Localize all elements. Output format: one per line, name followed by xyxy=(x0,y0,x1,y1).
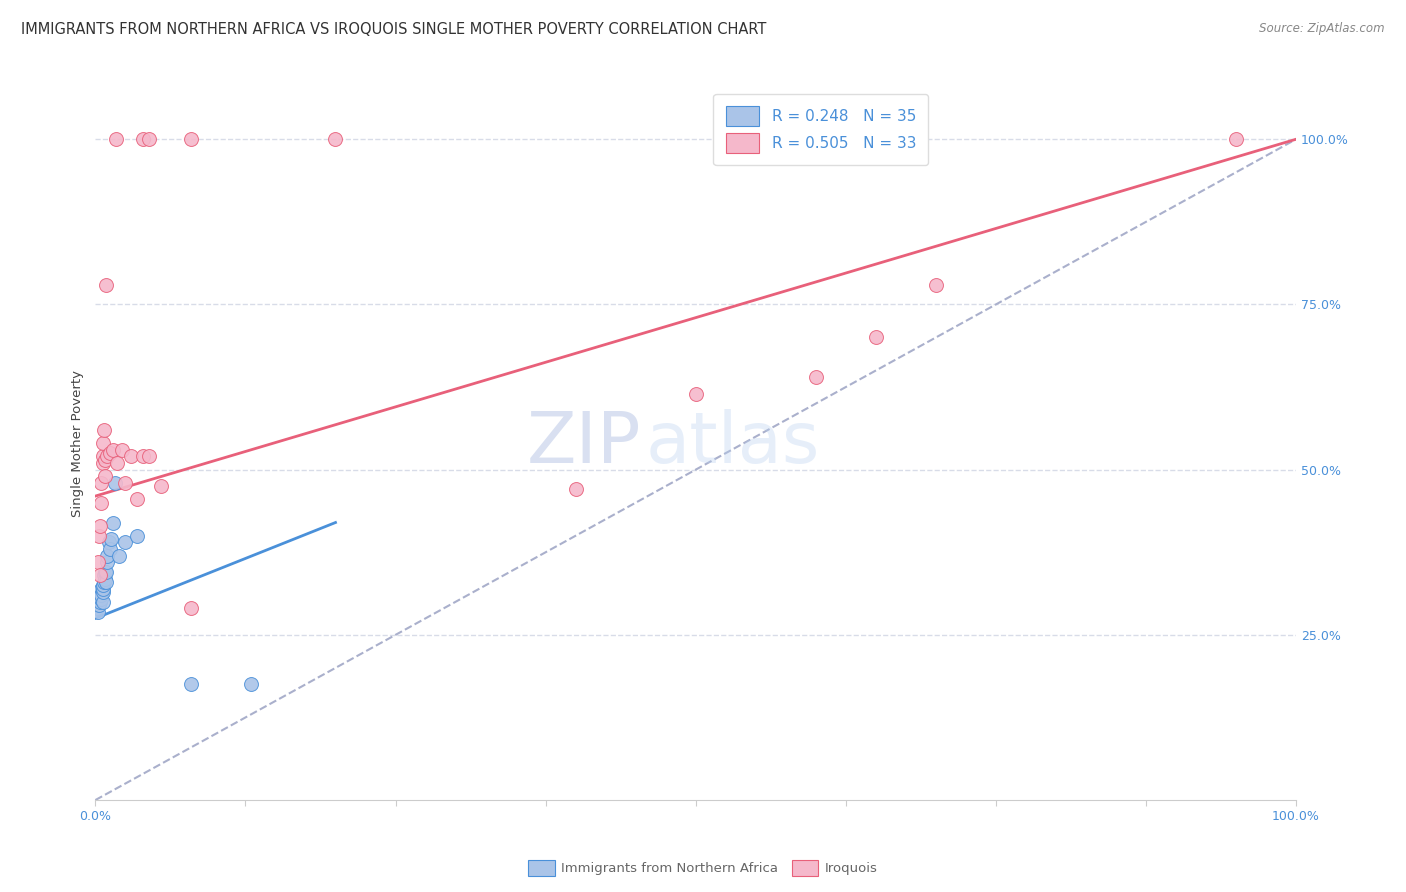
Point xyxy=(564,483,586,497)
Point xyxy=(138,132,160,146)
Point xyxy=(90,475,112,490)
Point xyxy=(111,442,134,457)
Legend: Immigrants from Northern Africa, Iroquois: Immigrants from Northern Africa, Iroquoi… xyxy=(523,855,883,881)
Point xyxy=(91,456,114,470)
Point xyxy=(89,588,111,602)
Point xyxy=(114,535,136,549)
Point xyxy=(804,370,827,384)
Point xyxy=(87,585,110,599)
Point xyxy=(94,572,117,586)
Point xyxy=(180,601,202,615)
Point xyxy=(90,591,112,606)
Point xyxy=(93,568,115,582)
Point xyxy=(98,541,121,556)
Point xyxy=(89,595,111,609)
Point xyxy=(96,574,118,589)
Point xyxy=(150,479,173,493)
Point xyxy=(94,469,117,483)
Point xyxy=(180,677,202,691)
Point xyxy=(103,475,125,490)
Point xyxy=(86,601,108,615)
Point xyxy=(925,277,948,292)
Legend: R = 0.248   N = 35, R = 0.505   N = 33: R = 0.248 N = 35, R = 0.505 N = 33 xyxy=(713,94,928,165)
Point xyxy=(104,132,127,146)
Point xyxy=(89,518,111,533)
Point xyxy=(94,565,117,579)
Point xyxy=(93,574,115,589)
Point xyxy=(87,598,110,612)
Point xyxy=(127,529,149,543)
Point xyxy=(120,450,142,464)
Point xyxy=(127,492,149,507)
Point xyxy=(1225,132,1247,146)
Point xyxy=(180,132,202,146)
Point xyxy=(90,582,112,596)
Point xyxy=(89,585,111,599)
Point xyxy=(96,555,118,569)
Point xyxy=(87,529,110,543)
Point xyxy=(87,555,110,569)
Point xyxy=(86,598,108,612)
Point xyxy=(685,386,707,401)
Point xyxy=(96,549,118,563)
Point xyxy=(132,450,155,464)
Point xyxy=(91,582,114,596)
Point xyxy=(98,446,121,460)
Point xyxy=(108,549,131,563)
Point xyxy=(96,277,118,292)
Point xyxy=(100,532,122,546)
Point xyxy=(91,436,114,450)
Point xyxy=(103,442,125,457)
Point xyxy=(90,588,112,602)
Y-axis label: Single Mother Poverty: Single Mother Poverty xyxy=(72,369,84,516)
Point xyxy=(91,450,114,464)
Point xyxy=(865,330,887,344)
Point xyxy=(97,535,120,549)
Point xyxy=(94,452,117,467)
Text: Source: ZipAtlas.com: Source: ZipAtlas.com xyxy=(1260,22,1385,36)
Point xyxy=(325,132,347,146)
Text: IMMIGRANTS FROM NORTHERN AFRICA VS IROQUOIS SINGLE MOTHER POVERTY CORRELATION CH: IMMIGRANTS FROM NORTHERN AFRICA VS IROQU… xyxy=(21,22,766,37)
Text: atlas: atlas xyxy=(645,409,820,478)
Point xyxy=(90,496,112,510)
Point xyxy=(89,568,111,582)
Point xyxy=(87,588,110,602)
Text: ZIP: ZIP xyxy=(527,409,641,478)
Point xyxy=(87,588,110,602)
Point xyxy=(114,475,136,490)
Point xyxy=(132,132,155,146)
Point xyxy=(138,450,160,464)
Point xyxy=(96,565,118,579)
Point xyxy=(103,516,125,530)
Point xyxy=(240,677,263,691)
Point xyxy=(91,578,114,592)
Point xyxy=(91,595,114,609)
Point xyxy=(105,456,128,470)
Point xyxy=(87,605,110,619)
Point xyxy=(91,585,114,599)
Point xyxy=(93,423,115,437)
Point xyxy=(96,450,118,464)
